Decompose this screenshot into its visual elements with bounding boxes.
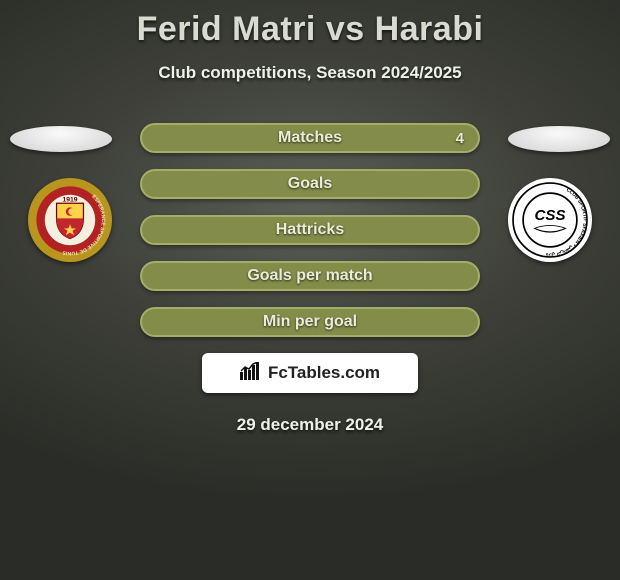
- stat-label: Min per goal: [142, 313, 478, 331]
- club-crest-left: ESPERANCE SPORTIVE DE TUNIS 1919: [28, 178, 112, 262]
- stat-row-goals-per-match: Goals per match: [140, 261, 480, 291]
- stat-label: Goals per match: [142, 267, 478, 285]
- page-subtitle: Club competitions, Season 2024/2025: [0, 63, 620, 83]
- player-photo-right: [508, 126, 610, 152]
- page-title: Ferid Matri vs Harabi: [0, 0, 620, 49]
- comparison-date: 29 december 2024: [0, 415, 620, 435]
- stat-label: Goals: [142, 175, 478, 193]
- stat-row-goals: Goals: [140, 169, 480, 199]
- stat-row-min-per-goal: Min per goal: [140, 307, 480, 337]
- stat-row-hattricks: Hattricks: [140, 215, 480, 245]
- stat-label: Matches: [142, 129, 478, 147]
- fctables-chart-icon: [240, 362, 262, 385]
- stat-right-value: 4: [456, 130, 464, 147]
- player-photo-left: [10, 126, 112, 152]
- stat-label: Hattricks: [142, 221, 478, 239]
- club-crest-right: CLUB SPORTIF SFAXIEN • نادي الرياضي CSS: [508, 178, 592, 262]
- stat-row-matches: Matches 4: [140, 123, 480, 153]
- fctables-badge[interactable]: FcTables.com: [202, 353, 418, 393]
- stats-container: Matches 4 Goals Hattricks Goals per matc…: [140, 123, 480, 337]
- svg-text:CSS: CSS: [534, 207, 565, 224]
- fctables-label: FcTables.com: [268, 363, 380, 383]
- svg-text:1919: 1919: [63, 197, 78, 204]
